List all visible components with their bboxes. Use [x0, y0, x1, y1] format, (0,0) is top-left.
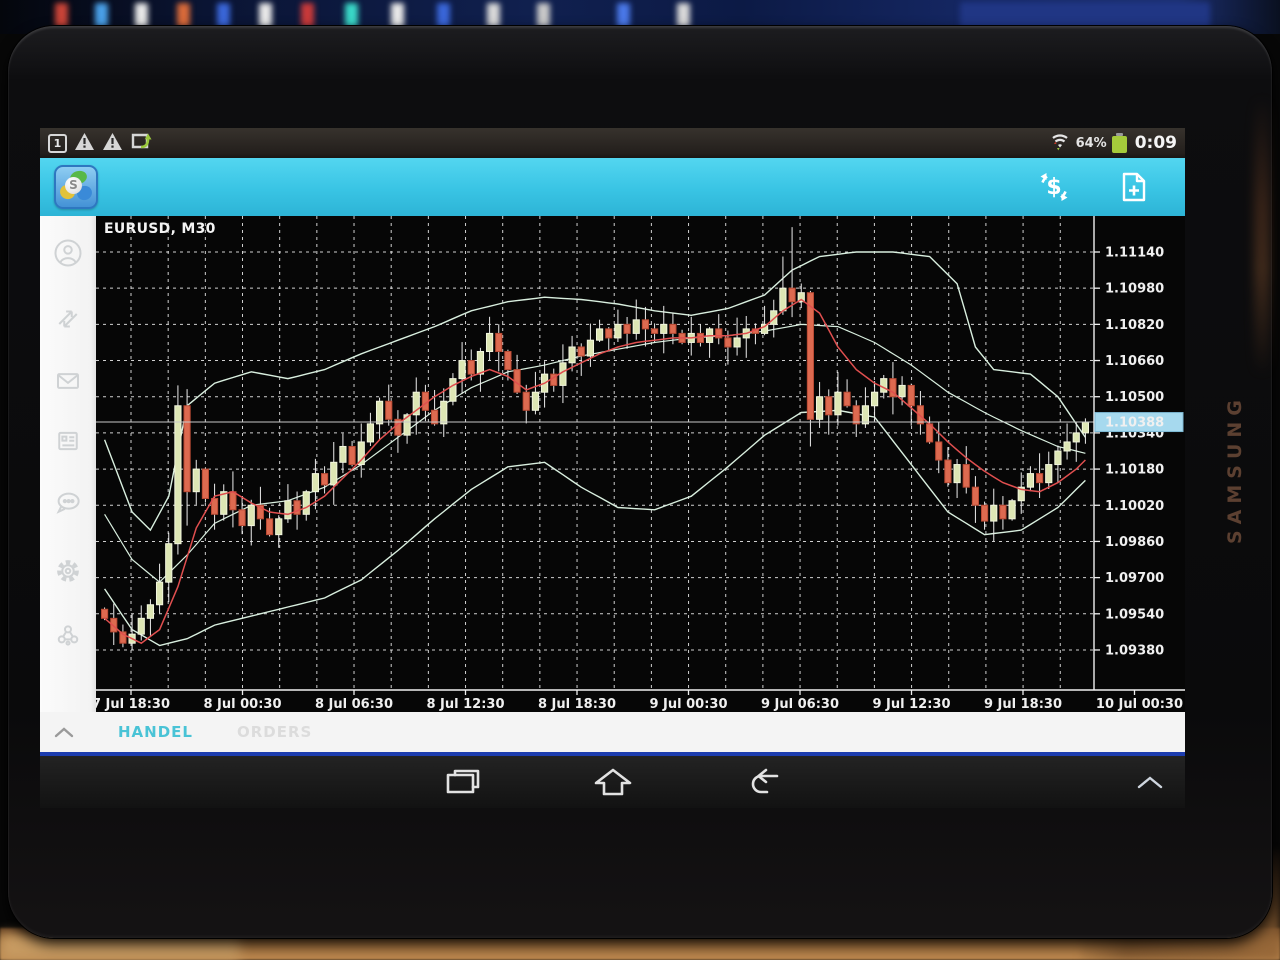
new-order-button[interactable]	[1117, 170, 1151, 204]
svg-text:1.10020: 1.10020	[1105, 499, 1164, 514]
sidebar-item-account[interactable]	[53, 238, 83, 268]
samsung-brand-logo: SAMSUNG	[1224, 394, 1246, 544]
recent-apps-button[interactable]	[440, 764, 486, 800]
chat-bubble-icon	[56, 492, 80, 514]
wifi-data-icon	[1049, 131, 1071, 155]
back-button[interactable]	[740, 764, 786, 800]
chart-area: EURUSD, M30 1.11140 1.10980 1.10820 1.10660…	[96, 216, 1185, 712]
svg-text:1.09540: 1.09540	[1105, 607, 1164, 622]
mailbox-envelope-icon	[57, 373, 79, 389]
sidebar-item-community[interactable]	[53, 620, 83, 650]
svg-text:9 Jul 06:30: 9 Jul 06:30	[761, 697, 839, 712]
sidebar-item-news[interactable]	[53, 426, 83, 456]
screenshot-icon	[130, 132, 154, 155]
svg-text:1.09380: 1.09380	[1105, 643, 1164, 658]
tab-handel[interactable]: HANDEL	[118, 723, 193, 741]
chart-symbol-title: EURUSD, M30	[104, 221, 216, 237]
back-icon	[751, 768, 778, 794]
svg-text:1.11140: 1.11140	[1105, 246, 1164, 261]
trade-arrows-icon	[58, 310, 78, 328]
svg-text:1.09700: 1.09700	[1105, 571, 1164, 586]
svg-text:1.10660: 1.10660	[1105, 354, 1164, 369]
sidebar-item-settings[interactable]	[53, 556, 83, 586]
svg-text:1.10820: 1.10820	[1105, 318, 1164, 333]
notification-count-icon: 1	[48, 133, 67, 153]
svg-text:10 Jul 00:30: 10 Jul 00:30	[1096, 697, 1183, 712]
svg-text:1.10180: 1.10180	[1105, 463, 1164, 478]
home-icon	[594, 768, 631, 796]
collapse-chevron-up-icon[interactable]	[54, 723, 74, 742]
logo-ball: S	[65, 177, 82, 194]
warning-icon	[102, 132, 123, 155]
svg-text:1.10388: 1.10388	[1105, 416, 1164, 431]
bezel-reflection	[1254, 96, 1270, 376]
nav-chevron-up-button[interactable]	[1129, 764, 1171, 800]
quotes-dollar-button[interactable]: $	[1037, 170, 1071, 204]
svg-text:9 Jul 00:30: 9 Jul 00:30	[649, 697, 727, 712]
sidebar-item-chat[interactable]	[53, 488, 83, 518]
news-journal-icon	[58, 431, 78, 451]
desk-surface-left	[0, 934, 240, 960]
svg-text:8 Jul 12:30: 8 Jul 12:30	[426, 697, 504, 712]
svg-text:8 Jul 18:30: 8 Jul 18:30	[538, 697, 616, 712]
sidebar-item-trade[interactable]	[53, 304, 83, 334]
svg-text:1.09860: 1.09860	[1105, 535, 1164, 550]
app-toolbar: S $	[40, 158, 1185, 216]
status-clock: 0:09	[1134, 133, 1177, 153]
account-person-icon	[54, 239, 82, 267]
warning-icon	[74, 132, 95, 155]
battery-icon	[1111, 133, 1127, 153]
svg-text:1.10500: 1.10500	[1105, 390, 1164, 405]
left-sidebar	[40, 216, 96, 712]
tablet-screen: 1	[40, 128, 1185, 808]
recent-apps-icon	[446, 769, 479, 794]
bottom-tab-bar: HANDEL ORDERS	[40, 712, 1185, 756]
community-network-icon	[57, 625, 79, 646]
svg-text:9 Jul 12:30: 9 Jul 12:30	[872, 697, 950, 712]
svg-text:9 Jul 18:30: 9 Jul 18:30	[984, 697, 1062, 712]
background-monitor-taskbar	[55, 3, 68, 27]
svg-text:1.10980: 1.10980	[1105, 282, 1164, 297]
background-monitor-window	[960, 2, 1210, 28]
settings-gear-icon	[57, 560, 79, 582]
svg-text:7 Jul 18:30: 7 Jul 18:30	[96, 697, 170, 712]
android-nav-bar	[40, 756, 1185, 808]
svg-text:8 Jul 06:30: 8 Jul 06:30	[315, 697, 393, 712]
price-chart[interactable]: 1.11140 1.10980 1.10820 1.10660 1.10500 1.103…	[96, 216, 1185, 712]
home-button[interactable]	[590, 764, 636, 800]
svg-text:$: $	[1046, 175, 1061, 200]
battery-percent-label: 64%	[1075, 135, 1107, 151]
svg-text:8 Jul 00:30: 8 Jul 00:30	[203, 697, 281, 712]
chevron-up-icon	[1137, 776, 1163, 789]
metatrader-app-icon[interactable]: S	[54, 165, 98, 209]
status-notification-icons: 1	[48, 132, 154, 155]
android-status-bar[interactable]: 1	[40, 128, 1185, 158]
tab-orders[interactable]: ORDERS	[236, 723, 313, 741]
sidebar-item-mailbox[interactable]	[53, 366, 83, 396]
